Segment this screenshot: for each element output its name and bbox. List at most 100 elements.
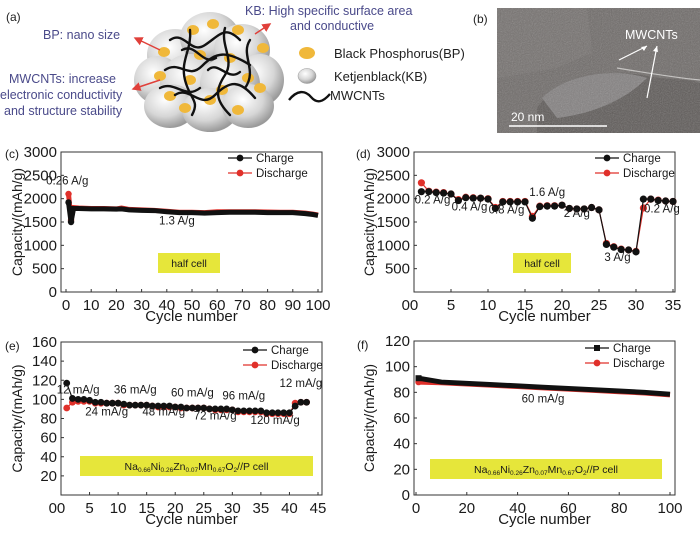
bp-arrow [133, 37, 161, 51]
x-tick-label: 15 [138, 500, 155, 517]
y-tick-label: 60 [393, 410, 410, 427]
x-tick-label: 40 [158, 297, 175, 314]
x-tick-label: 25 [591, 297, 608, 314]
legend-label-charge: Charge [623, 153, 661, 165]
rate-annotation: 72 mA/g [194, 410, 237, 422]
y-tick-label: 100 [385, 359, 410, 376]
data-point-charge [69, 395, 76, 402]
data-point-charge [228, 406, 236, 414]
rate-annotation: 0.8 A/g [489, 205, 525, 217]
rate-annotation: 36 mA/g [114, 385, 157, 397]
x-tick-label: 90 [284, 297, 301, 314]
data-point-charge [257, 407, 265, 415]
grey-sphere-icon [297, 68, 317, 84]
x-tick-label: 10 [110, 500, 127, 517]
data-point-charge [67, 218, 75, 226]
data-point-discharge [65, 190, 72, 198]
data-point-charge [206, 405, 213, 413]
series-line-charge [66, 202, 319, 223]
y-tick-label: 0 [49, 284, 57, 301]
legend-bp-label: Black Phosphorus(BP) [334, 46, 465, 61]
y-tick-label: 40 [393, 436, 410, 453]
data-point-charge [217, 405, 225, 413]
data-point-charge [469, 194, 477, 202]
y-axis-label: Capacity/(mAh/g) [9, 168, 25, 276]
legend-marker-charge [251, 346, 259, 354]
data-point-charge [617, 245, 625, 254]
data-point-charge [484, 195, 492, 203]
bp-kb-mwcnt-schematic [134, 12, 284, 132]
legend-label-discharge: Discharge [613, 358, 665, 370]
cell-type-box [80, 456, 313, 476]
x-tick-label: 70 [234, 297, 251, 314]
data-point-charge [211, 405, 219, 413]
x-axis-label: Cycle number [498, 511, 591, 528]
data-point-charge [126, 401, 133, 409]
rate-annotation: 60 mA/g [171, 388, 214, 400]
x-axis-label: Cycle number [498, 308, 591, 325]
x-tick-label: 80 [611, 500, 628, 517]
legend-marker-charge [594, 345, 600, 351]
y-tick-label: 1500 [377, 214, 410, 231]
data-point-charge [425, 188, 433, 196]
rate-annotation: 24 mA/g [85, 407, 128, 419]
data-point-charge [440, 189, 448, 197]
data-point-charge [454, 196, 462, 205]
chart-panel-f: (f) Na0.66Ni0.26Zn0.07Mn0.67O2//P cell 0 20… [357, 333, 683, 528]
bp-annotation: BP: nano size [43, 28, 121, 42]
data-point-charge [246, 407, 253, 415]
x-tick-label: 45 [310, 500, 327, 517]
kb-arrow [254, 23, 272, 35]
scale-bar-label: 20 nm [511, 110, 545, 124]
legend-label-charge: Charge [271, 345, 309, 357]
data-point-discharge [417, 179, 425, 187]
data-point-charge [528, 214, 537, 222]
data-point-charge [166, 402, 173, 410]
x-tick-label: 0 [410, 297, 418, 314]
rate-annotation: 0.4 A/g [452, 201, 488, 213]
x-tick-label: 40 [281, 500, 298, 517]
rate-annotation: 2 A/g [564, 208, 590, 220]
mwcnt-annotation-line2: electronic conductivity [0, 88, 123, 102]
data-point-charge [543, 202, 551, 210]
rate-annotation: 48 mA/g [142, 407, 185, 419]
tem-image: MWCNTs 20 nm [497, 8, 700, 133]
data-point-charge [558, 201, 566, 209]
panel-c-label: (c) [5, 147, 19, 161]
x-axis-label: Cycle number [145, 308, 238, 325]
data-point-charge [580, 205, 588, 213]
data-point-charge [188, 404, 196, 412]
data-point-charge [274, 409, 282, 417]
x-tick-label: 30 [224, 500, 241, 517]
legend-kb-label: Ketjenblack(KB) [334, 69, 428, 84]
panel-a-label: (a) [6, 10, 21, 24]
panel-b-label: (b) [473, 12, 488, 26]
x-tick-label: 25 [195, 500, 212, 517]
data-point-charge [103, 399, 111, 407]
data-point-charge [291, 402, 299, 410]
annotation-arrows [131, 23, 272, 91]
y-tick-label: 3000 [377, 144, 410, 161]
cell-type-label: half cell [524, 258, 560, 270]
data-point-charge [183, 404, 191, 412]
data-point-charge [565, 204, 574, 213]
data-point-charge [223, 405, 231, 413]
data-point-charge [109, 399, 116, 407]
rate-annotation: 0.2 A/g [415, 194, 451, 206]
x-tick-label: 5 [447, 297, 455, 314]
y-tick-label: 2000 [24, 191, 57, 208]
x-tick-label: 50 [184, 297, 201, 314]
y-tick-label: 60 [40, 430, 57, 447]
x-tick-label: 40 [509, 500, 526, 517]
data-point-charge [91, 398, 99, 406]
rate-annotation: 0.26 A/g [46, 176, 88, 188]
data-point-charge [632, 248, 640, 256]
y-tick-label: 1000 [377, 237, 410, 254]
data-point-charge [499, 198, 507, 206]
legend-marker-discharge [603, 169, 611, 177]
x-tick-label: 35 [665, 297, 682, 314]
series-line-charge [418, 375, 671, 397]
panel-e-label: (e) [5, 339, 20, 353]
y-tick-label: 80 [40, 411, 57, 428]
